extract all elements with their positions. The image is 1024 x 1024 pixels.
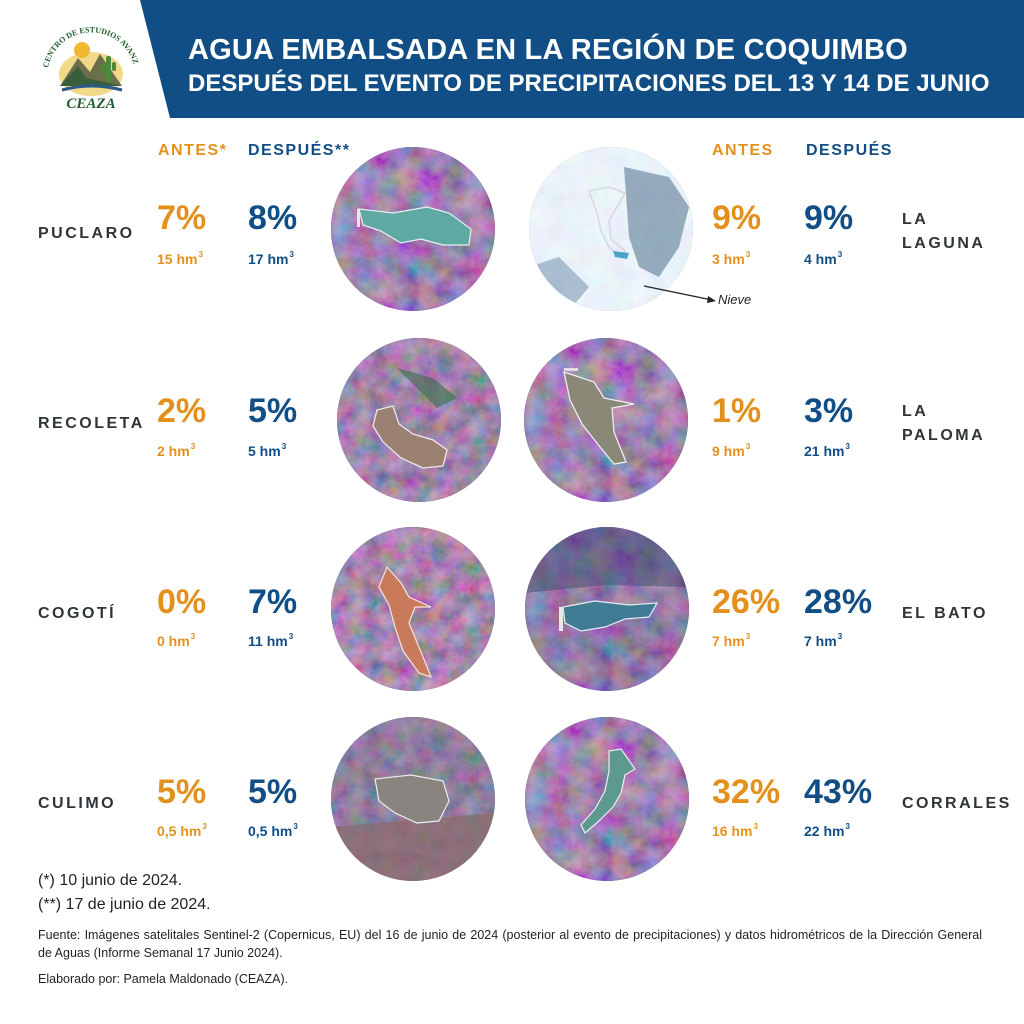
reservoir-name-corrales: CORRALES <box>902 795 1012 812</box>
reservoir-name-recoleta: RECOLETA <box>38 415 145 432</box>
left-despues-header: DESPUÉS** <box>248 142 351 159</box>
la-paloma-despues-vol: 21 hm3 <box>804 442 850 459</box>
la-laguna-despues-vol: 4 hm3 <box>804 250 843 267</box>
reservoir-name-puclaro: PUCLARO <box>38 225 135 242</box>
cogoti-despues-pct: 7% <box>248 583 298 621</box>
footnote-antes-date: (*) 10 junio de 2024. <box>38 872 183 889</box>
satellite-image-corrales <box>525 717 689 881</box>
satellite-image-culimo <box>331 717 495 881</box>
page-title: AGUA EMBALSADA EN LA REGIÓN DE COQUIMBO <box>188 34 908 66</box>
footnote-despues-date: (**) 17 de junio de 2024. <box>38 896 211 913</box>
page-subtitle: DESPUÉS DEL EVENTO DE PRECIPITACIONES DE… <box>188 70 990 97</box>
nieve-label: Nieve <box>718 292 752 307</box>
corrales-despues-vol: 22 hm3 <box>804 822 850 839</box>
satellite-image-la-laguna <box>529 147 693 311</box>
satellite-image-el-bato <box>525 527 689 691</box>
la-laguna-antes-pct: 9% <box>712 199 762 237</box>
culimo-despues-vol: 0,5 hm3 <box>248 822 298 839</box>
reservoir-name-culimo: CULIMO <box>38 795 117 812</box>
nieve-arrow <box>643 285 716 303</box>
la-paloma-antes-vol: 9 hm3 <box>712 442 751 459</box>
la-paloma-despues-pct: 3% <box>804 392 854 430</box>
credit-note: Elaborado por: Pamela Maldonado (CEAZA). <box>38 972 289 986</box>
puclaro-despues-vol: 17 hm3 <box>248 250 294 267</box>
cogoti-antes-vol: 0 hm3 <box>157 632 196 649</box>
recoleta-despues-pct: 5% <box>248 392 298 430</box>
recoleta-antes-pct: 2% <box>157 392 207 430</box>
reservoir-name-la-laguna: LA LAGUNA <box>902 211 986 252</box>
corrales-despues-pct: 43% <box>804 773 873 811</box>
header-banner: CENTRO DE ESTUDIOS AVANZADOS EN ZONAS ÁR… <box>0 0 1024 118</box>
reservoir-name-el-bato: EL BATO <box>902 605 988 622</box>
satellite-image-cogoti <box>331 527 495 691</box>
right-antes-header: ANTES <box>712 142 774 159</box>
la-paloma-antes-pct: 1% <box>712 392 762 430</box>
satellite-image-recoleta <box>337 338 501 502</box>
reservoir-name-cogoti: COGOTÍ <box>38 605 117 622</box>
corrales-antes-pct: 32% <box>712 773 781 811</box>
puclaro-despues-pct: 8% <box>248 199 298 237</box>
recoleta-antes-vol: 2 hm3 <box>157 442 196 459</box>
satellite-image-la-paloma <box>524 338 688 502</box>
logo-org-name: CEAZA <box>66 96 115 112</box>
corrales-antes-vol: 16 hm3 <box>712 822 758 839</box>
culimo-despues-pct: 5% <box>248 773 298 811</box>
la-laguna-despues-pct: 9% <box>804 199 854 237</box>
recoleta-despues-vol: 5 hm3 <box>248 442 287 459</box>
right-despues-header: DESPUÉS <box>806 142 893 159</box>
cogoti-antes-pct: 0% <box>157 583 207 621</box>
header-background <box>140 0 1024 118</box>
ceaza-logo: CENTRO DE ESTUDIOS AVANZADOS EN ZONAS ÁR… <box>31 0 146 112</box>
left-antes-header: ANTES* <box>158 142 228 159</box>
el-bato-despues-vol: 7 hm3 <box>804 632 843 649</box>
la-laguna-antes-vol: 3 hm3 <box>712 250 751 267</box>
puclaro-antes-vol: 15 hm3 <box>157 250 203 267</box>
source-note: Fuente: Imágenes satelitales Sentinel-2 … <box>38 928 982 960</box>
satellite-image-puclaro <box>331 147 495 311</box>
culimo-antes-vol: 0,5 hm3 <box>157 822 207 839</box>
el-bato-antes-pct: 26% <box>712 583 781 621</box>
reservoir-name-la-paloma: LA PALOMA <box>902 403 986 444</box>
el-bato-antes-vol: 7 hm3 <box>712 632 751 649</box>
puclaro-antes-pct: 7% <box>157 199 207 237</box>
cogoti-despues-vol: 11 hm3 <box>248 632 294 649</box>
culimo-antes-pct: 5% <box>157 773 207 811</box>
el-bato-despues-pct: 28% <box>804 583 873 621</box>
